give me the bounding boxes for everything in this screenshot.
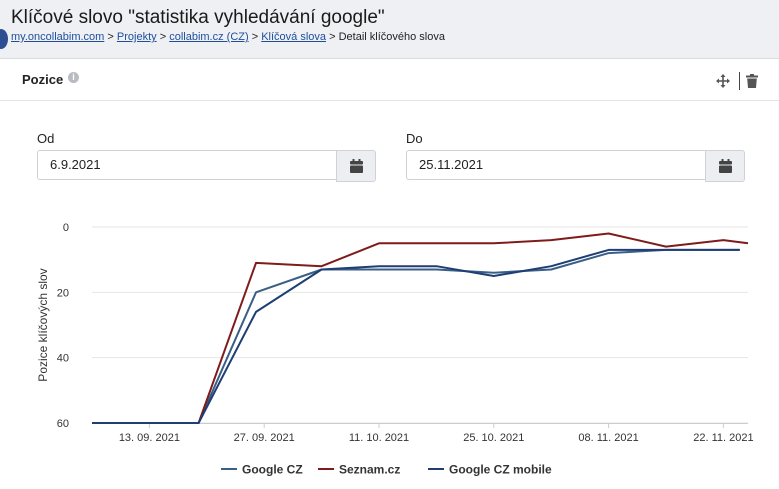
y-tick-label: 20 <box>57 287 69 299</box>
x-tick-label: 08. 11. 2021 <box>578 432 638 444</box>
from-label: Od <box>37 131 55 146</box>
x-tick-label: 22. 11. 2021 <box>693 432 753 444</box>
breadcrumb-link-project[interactable]: collabim.cz (CZ) <box>169 31 249 43</box>
x-tick-label: 11. 10. 2021 <box>349 432 409 444</box>
move-icon[interactable] <box>716 74 730 88</box>
page-title: Klíčové slovo "statistika vyhledávání go… <box>11 7 385 28</box>
breadcrumb-link-home[interactable]: my.oncollabim.com <box>11 31 105 43</box>
panel-header: Pozice i <box>0 59 779 101</box>
calendar-icon <box>349 159 363 173</box>
breadcrumb-separator: > <box>107 31 114 43</box>
to-label: Do <box>406 131 423 146</box>
breadcrumb-separator: > <box>251 31 259 43</box>
info-icon[interactable]: i <box>68 72 79 83</box>
y-tick-label: 60 <box>57 418 69 430</box>
breadcrumb-link-projects[interactable]: Projekty <box>116 31 157 43</box>
avatar[interactable] <box>0 29 8 49</box>
breadcrumb-link-keywords[interactable]: Klíčová slova <box>261 31 327 43</box>
positions-panel: Pozice i Od Do <box>0 58 779 489</box>
x-tick-label: 27. 09. 2021 <box>234 432 295 444</box>
from-date-input[interactable] <box>37 150 336 180</box>
x-tick-label: 13. 09. 2021 <box>119 432 180 444</box>
to-calendar-button[interactable] <box>705 150 745 182</box>
y-tick-label: 40 <box>57 353 69 365</box>
from-date-group <box>37 150 376 182</box>
to-date-input[interactable] <box>406 150 705 180</box>
y-tick-label: 0 <box>63 222 69 234</box>
series-line-3 <box>92 248 740 424</box>
breadcrumb-separator: > <box>159 31 167 43</box>
to-date-group <box>406 150 745 182</box>
legend-item-label[interactable]: Seznam.cz <box>339 463 400 477</box>
legend-item-label[interactable]: Google CZ mobile <box>449 463 552 477</box>
calendar-icon <box>718 159 732 173</box>
header-divider <box>739 72 740 90</box>
breadcrumb-separator: > <box>329 31 336 43</box>
x-tick-label: 25. 10. 2021 <box>463 432 524 444</box>
from-calendar-button[interactable] <box>336 150 376 182</box>
y-axis-label: Pozice klíčových slov <box>36 268 50 381</box>
series-line-2 <box>92 232 749 424</box>
breadcrumb: my.oncollabim.com > Projekty > collabim.… <box>11 31 445 43</box>
trash-icon[interactable] <box>746 74 758 88</box>
legend-item-label[interactable]: Google CZ <box>242 463 303 477</box>
breadcrumb-current: Detail klíčového slova <box>338 31 445 43</box>
panel-title: Pozice <box>22 72 64 87</box>
series-line-1 <box>92 248 740 424</box>
